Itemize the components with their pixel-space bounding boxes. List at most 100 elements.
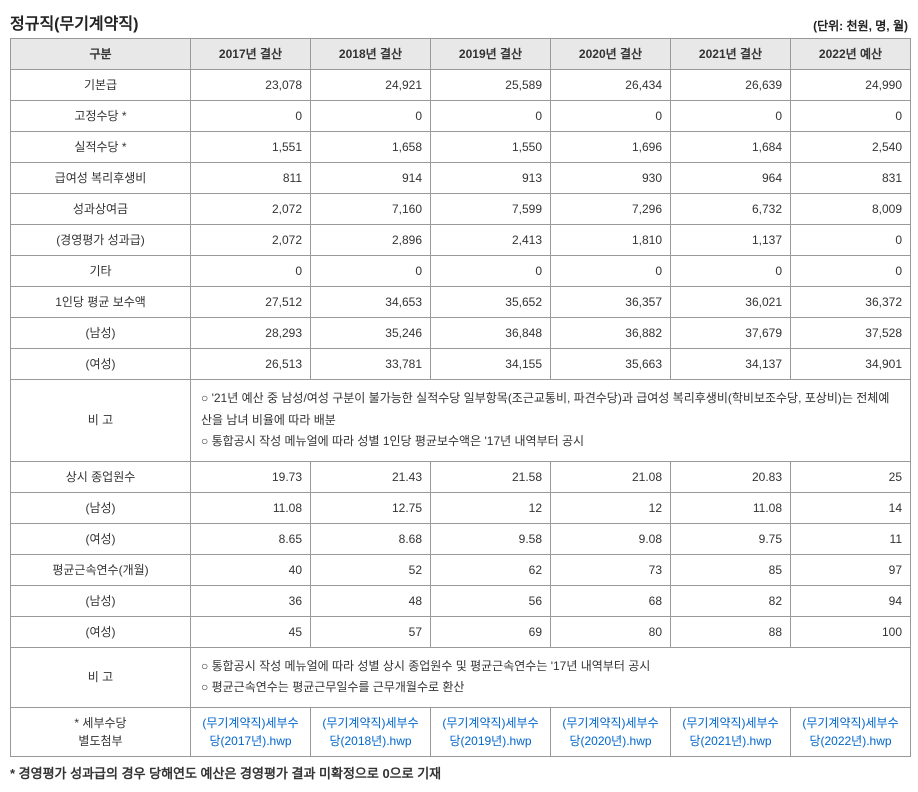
col-header: 2019년 결산 [431, 39, 551, 70]
cell-value: 6,732 [671, 194, 791, 225]
attachment-link[interactable]: (무기계약직)세부수당(2019년).hwp [431, 707, 551, 756]
cell-value: 28,293 [191, 318, 311, 349]
cell-value: 82 [671, 585, 791, 616]
cell-value: 811 [191, 163, 311, 194]
cell-value: 0 [791, 225, 911, 256]
cell-value: 35,246 [311, 318, 431, 349]
cell-value: 8,009 [791, 194, 911, 225]
note-text: ○ 통합공시 작성 메뉴얼에 따라 성별 상시 종업원수 및 평균근속연수는 '… [191, 647, 911, 707]
table-row: 성과상여금2,0727,1607,5997,2966,7328,009 [11, 194, 911, 225]
attachment-link[interactable]: (무기계약직)세부수당(2018년).hwp [311, 707, 431, 756]
unit-label: (단위: 천원, 명, 월) [813, 17, 908, 34]
cell-value: 34,137 [671, 349, 791, 380]
cell-value: 48 [311, 585, 431, 616]
cell-value: 94 [791, 585, 911, 616]
cell-value: 36 [191, 585, 311, 616]
cell-value: 56 [431, 585, 551, 616]
cell-value: 1,810 [551, 225, 671, 256]
cell-value: 34,653 [311, 287, 431, 318]
cell-value: 0 [791, 101, 911, 132]
table-row: (남성)28,29335,24636,84836,88237,67937,528 [11, 318, 911, 349]
cell-value: 21.43 [311, 461, 431, 492]
row-label: 실적수당 * [11, 132, 191, 163]
cell-value: 964 [671, 163, 791, 194]
cell-value: 19.73 [191, 461, 311, 492]
cell-value: 68 [551, 585, 671, 616]
cell-value: 2,540 [791, 132, 911, 163]
attachment-link[interactable]: (무기계약직)세부수당(2020년).hwp [551, 707, 671, 756]
table-row: 1인당 평균 보수액27,51234,65335,65236,35736,021… [11, 287, 911, 318]
cell-value: 0 [671, 256, 791, 287]
cell-value: 914 [311, 163, 431, 194]
cell-value: 2,896 [311, 225, 431, 256]
cell-value: 34,901 [791, 349, 911, 380]
cell-value: 33,781 [311, 349, 431, 380]
cell-value: 52 [311, 554, 431, 585]
cell-value: 11.08 [671, 492, 791, 523]
cell-value: 21.58 [431, 461, 551, 492]
row-label: (여성) [11, 616, 191, 647]
note-text: ○ '21년 예산 중 남성/여성 구분이 불가능한 실적수당 일부항목(조근교… [191, 380, 911, 462]
row-label: (남성) [11, 318, 191, 349]
cell-value: 831 [791, 163, 911, 194]
cell-value: 36,372 [791, 287, 911, 318]
cell-value: 1,696 [551, 132, 671, 163]
row-label: 기본급 [11, 70, 191, 101]
cell-value: 97 [791, 554, 911, 585]
table-row: 기본급23,07824,92125,58926,43426,63924,990 [11, 70, 911, 101]
cell-value: 2,072 [191, 194, 311, 225]
cell-value: 34,155 [431, 349, 551, 380]
cell-value: 11.08 [191, 492, 311, 523]
table-row: 고정수당 *000000 [11, 101, 911, 132]
col-header: 구분 [11, 39, 191, 70]
cell-value: 1,658 [311, 132, 431, 163]
cell-value: 14 [791, 492, 911, 523]
cell-value: 0 [791, 256, 911, 287]
cell-value: 0 [431, 101, 551, 132]
cell-value: 24,921 [311, 70, 431, 101]
attachment-link[interactable]: (무기계약직)세부수당(2021년).hwp [671, 707, 791, 756]
table-header-row: 구분 2017년 결산 2018년 결산 2019년 결산 2020년 결산 2… [11, 39, 911, 70]
attachment-link[interactable]: (무기계약직)세부수당(2017년).hwp [191, 707, 311, 756]
row-label: (여성) [11, 349, 191, 380]
col-header: 2022년 예산 [791, 39, 911, 70]
row-label: 평균근속연수(개월) [11, 554, 191, 585]
cell-value: 88 [671, 616, 791, 647]
cell-value: 26,434 [551, 70, 671, 101]
cell-value: 1,137 [671, 225, 791, 256]
row-label: (남성) [11, 585, 191, 616]
table-row: 기타000000 [11, 256, 911, 287]
cell-value: 0 [191, 101, 311, 132]
table-row: (남성)11.0812.75121211.0814 [11, 492, 911, 523]
cell-value: 35,663 [551, 349, 671, 380]
row-label: 성과상여금 [11, 194, 191, 225]
cell-value: 2,072 [191, 225, 311, 256]
attachment-row: * 세부수당 별도첨부(무기계약직)세부수당(2017년).hwp(무기계약직)… [11, 707, 911, 756]
row-label: 기타 [11, 256, 191, 287]
row-label: 고정수당 * [11, 101, 191, 132]
page-footnote: * 경영평가 성과급의 경우 당해연도 예산은 경영평가 결과 미확정으로 0으… [10, 763, 908, 782]
table-row: (여성)26,51333,78134,15535,66334,13734,901 [11, 349, 911, 380]
cell-value: 73 [551, 554, 671, 585]
note-row: 비 고○ 통합공시 작성 메뉴얼에 따라 성별 상시 종업원수 및 평균근속연수… [11, 647, 911, 707]
cell-value: 35,652 [431, 287, 551, 318]
cell-value: 26,639 [671, 70, 791, 101]
cell-value: 0 [671, 101, 791, 132]
cell-value: 12 [431, 492, 551, 523]
col-header: 2018년 결산 [311, 39, 431, 70]
col-header: 2017년 결산 [191, 39, 311, 70]
salary-table: 구분 2017년 결산 2018년 결산 2019년 결산 2020년 결산 2… [10, 38, 911, 757]
cell-value: 0 [191, 256, 311, 287]
cell-value: 37,679 [671, 318, 791, 349]
cell-value: 1,551 [191, 132, 311, 163]
table-row: 상시 종업원수19.7321.4321.5821.0820.8325 [11, 461, 911, 492]
cell-value: 9.75 [671, 523, 791, 554]
cell-value: 37,528 [791, 318, 911, 349]
cell-value: 8.65 [191, 523, 311, 554]
attachment-link[interactable]: (무기계약직)세부수당(2022년).hwp [791, 707, 911, 756]
cell-value: 36,848 [431, 318, 551, 349]
cell-value: 36,021 [671, 287, 791, 318]
cell-value: 0 [431, 256, 551, 287]
row-label: 비 고 [11, 380, 191, 462]
cell-value: 0 [551, 101, 671, 132]
